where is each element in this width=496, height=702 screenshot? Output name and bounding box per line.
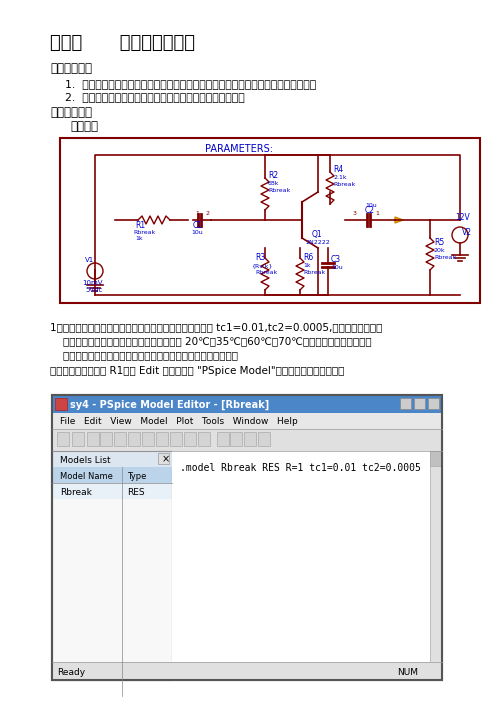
Text: sy4 - PSpice Model Editor - [Rbreak]: sy4 - PSpice Model Editor - [Rbreak] xyxy=(70,400,269,410)
Text: 上，对该电路进行温度分析，温度值设定为 20℃、35℃、60℃、70℃，观察输出电压最大值的: 上，对该电路进行温度分析，温度值设定为 20℃、35℃、60℃、70℃，观察输出… xyxy=(50,336,372,346)
Bar xyxy=(430,451,442,466)
Bar xyxy=(430,665,442,680)
Bar xyxy=(142,432,154,446)
Text: 12V: 12V xyxy=(455,213,470,222)
Text: Rbreak: Rbreak xyxy=(434,255,456,260)
Bar xyxy=(217,432,229,446)
Text: R5: R5 xyxy=(434,238,444,247)
Text: 电路图：: 电路图： xyxy=(70,120,98,133)
Text: C2: C2 xyxy=(365,206,375,215)
Bar xyxy=(158,453,169,464)
Bar xyxy=(230,432,242,446)
Bar xyxy=(52,451,172,680)
Text: {Rv:k}: {Rv:k} xyxy=(251,263,272,268)
Text: Ready: Ready xyxy=(57,668,85,677)
Bar xyxy=(52,451,172,680)
Bar xyxy=(55,398,67,410)
Text: 5Vdc: 5Vdc xyxy=(85,287,102,293)
Text: 10u: 10u xyxy=(331,265,343,270)
Text: 2.  通过对实际电路进行各种参数分析，掌控分析设置方法。: 2. 通过对实际电路进行各种参数分析，掌控分析设置方法。 xyxy=(65,92,245,102)
Text: 1k: 1k xyxy=(303,263,310,268)
Text: 2N2222: 2N2222 xyxy=(305,240,330,245)
Text: 3: 3 xyxy=(353,211,357,216)
Text: 一、实验目的: 一、实验目的 xyxy=(50,62,92,75)
Bar xyxy=(100,432,112,446)
Text: Q1: Q1 xyxy=(312,230,322,239)
Bar xyxy=(52,662,442,680)
Bar xyxy=(170,432,182,446)
Text: 变化，列表给出在不同温度时单管放大电路输出电压的最大值。: 变化，列表给出在不同温度时单管放大电路输出电压的最大值。 xyxy=(50,350,238,360)
Bar xyxy=(430,451,442,680)
Text: 20k: 20k xyxy=(434,248,445,253)
Bar xyxy=(60,138,480,303)
Text: 10mV: 10mV xyxy=(82,280,103,286)
Bar xyxy=(52,395,442,413)
Bar xyxy=(172,451,442,680)
Text: C3: C3 xyxy=(331,255,341,264)
Text: 1k: 1k xyxy=(135,236,143,241)
Text: 2: 2 xyxy=(205,211,209,216)
Text: C1: C1 xyxy=(193,221,203,230)
Text: Rbreak: Rbreak xyxy=(333,182,355,187)
Text: Model Name: Model Name xyxy=(60,472,113,481)
Text: 2.1k: 2.1k xyxy=(333,175,347,180)
Bar xyxy=(72,432,84,446)
Bar xyxy=(57,432,69,446)
Bar xyxy=(258,432,270,446)
Bar xyxy=(428,398,439,409)
Text: 1: 1 xyxy=(375,211,379,216)
Bar xyxy=(156,432,168,446)
Text: R1: R1 xyxy=(135,221,145,230)
Text: NUM: NUM xyxy=(397,668,418,677)
Bar xyxy=(114,432,126,446)
Text: 10u: 10u xyxy=(365,203,377,208)
Text: Rbreak: Rbreak xyxy=(133,230,155,235)
Text: .model Rbreak RES R=1 tc1=0.01 tc2=0.0005: .model Rbreak RES R=1 tc1=0.01 tc2=0.000… xyxy=(180,463,421,473)
Text: RES: RES xyxy=(127,488,145,497)
Text: 1.  了解对电子电路进行各种参数分析（包括全局参数，模型参数以及温度）的功能。: 1. 了解对电子电路进行各种参数分析（包括全局参数，模型参数以及温度）的功能。 xyxy=(65,79,316,89)
Text: R4: R4 xyxy=(333,165,343,174)
Polygon shape xyxy=(395,217,403,223)
Bar xyxy=(414,398,425,409)
Text: Models List: Models List xyxy=(60,456,111,465)
Bar xyxy=(87,432,99,446)
Text: V1: V1 xyxy=(85,257,94,263)
Text: V2: V2 xyxy=(462,228,472,237)
Bar xyxy=(244,432,256,446)
Text: File   Edit   View   Model   Plot   Tools   Window   Help: File Edit View Model Plot Tools Window H… xyxy=(60,417,298,426)
Bar xyxy=(184,432,196,446)
Bar xyxy=(52,483,172,499)
Bar xyxy=(52,395,442,680)
Text: Rbreak: Rbreak xyxy=(268,188,290,193)
Text: Rbreak: Rbreak xyxy=(303,270,325,275)
Text: R6: R6 xyxy=(303,253,313,262)
Text: R2: R2 xyxy=(268,171,278,180)
Bar xyxy=(52,429,442,451)
Text: Type: Type xyxy=(127,472,146,481)
Text: 1、针对上图的单管放大电路，设置其电阻温度参数系数为 tc1=0.01,tc2=0.0005,在交流分析的基础: 1、针对上图的单管放大电路，设置其电阻温度参数系数为 tc1=0.01,tc2=… xyxy=(50,322,382,332)
Bar xyxy=(52,413,442,429)
Bar xyxy=(52,395,442,680)
Bar xyxy=(198,432,210,446)
Text: 10u: 10u xyxy=(191,230,203,235)
Text: Rbreak: Rbreak xyxy=(255,270,277,275)
Text: 二、实验内容: 二、实验内容 xyxy=(50,106,92,119)
Text: PARAMETERS:: PARAMETERS: xyxy=(205,144,273,154)
Bar xyxy=(128,432,140,446)
Text: R3: R3 xyxy=(255,253,265,262)
Text: Rbreak: Rbreak xyxy=(60,488,92,497)
Bar xyxy=(52,451,172,467)
Bar xyxy=(52,467,172,483)
Bar xyxy=(400,398,411,409)
Text: ×: × xyxy=(162,454,170,464)
Text: 1: 1 xyxy=(195,211,199,216)
Text: 设置电路参数：选中 R1，在 Edit 菜单下选择 "PSpice Model"，输入温度系数。如图：: 设置电路参数：选中 R1，在 Edit 菜单下选择 "PSpice Model"… xyxy=(50,366,344,376)
Text: 68k: 68k xyxy=(268,181,280,186)
Text: 实验四      电路的参数分析: 实验四 电路的参数分析 xyxy=(50,34,195,52)
